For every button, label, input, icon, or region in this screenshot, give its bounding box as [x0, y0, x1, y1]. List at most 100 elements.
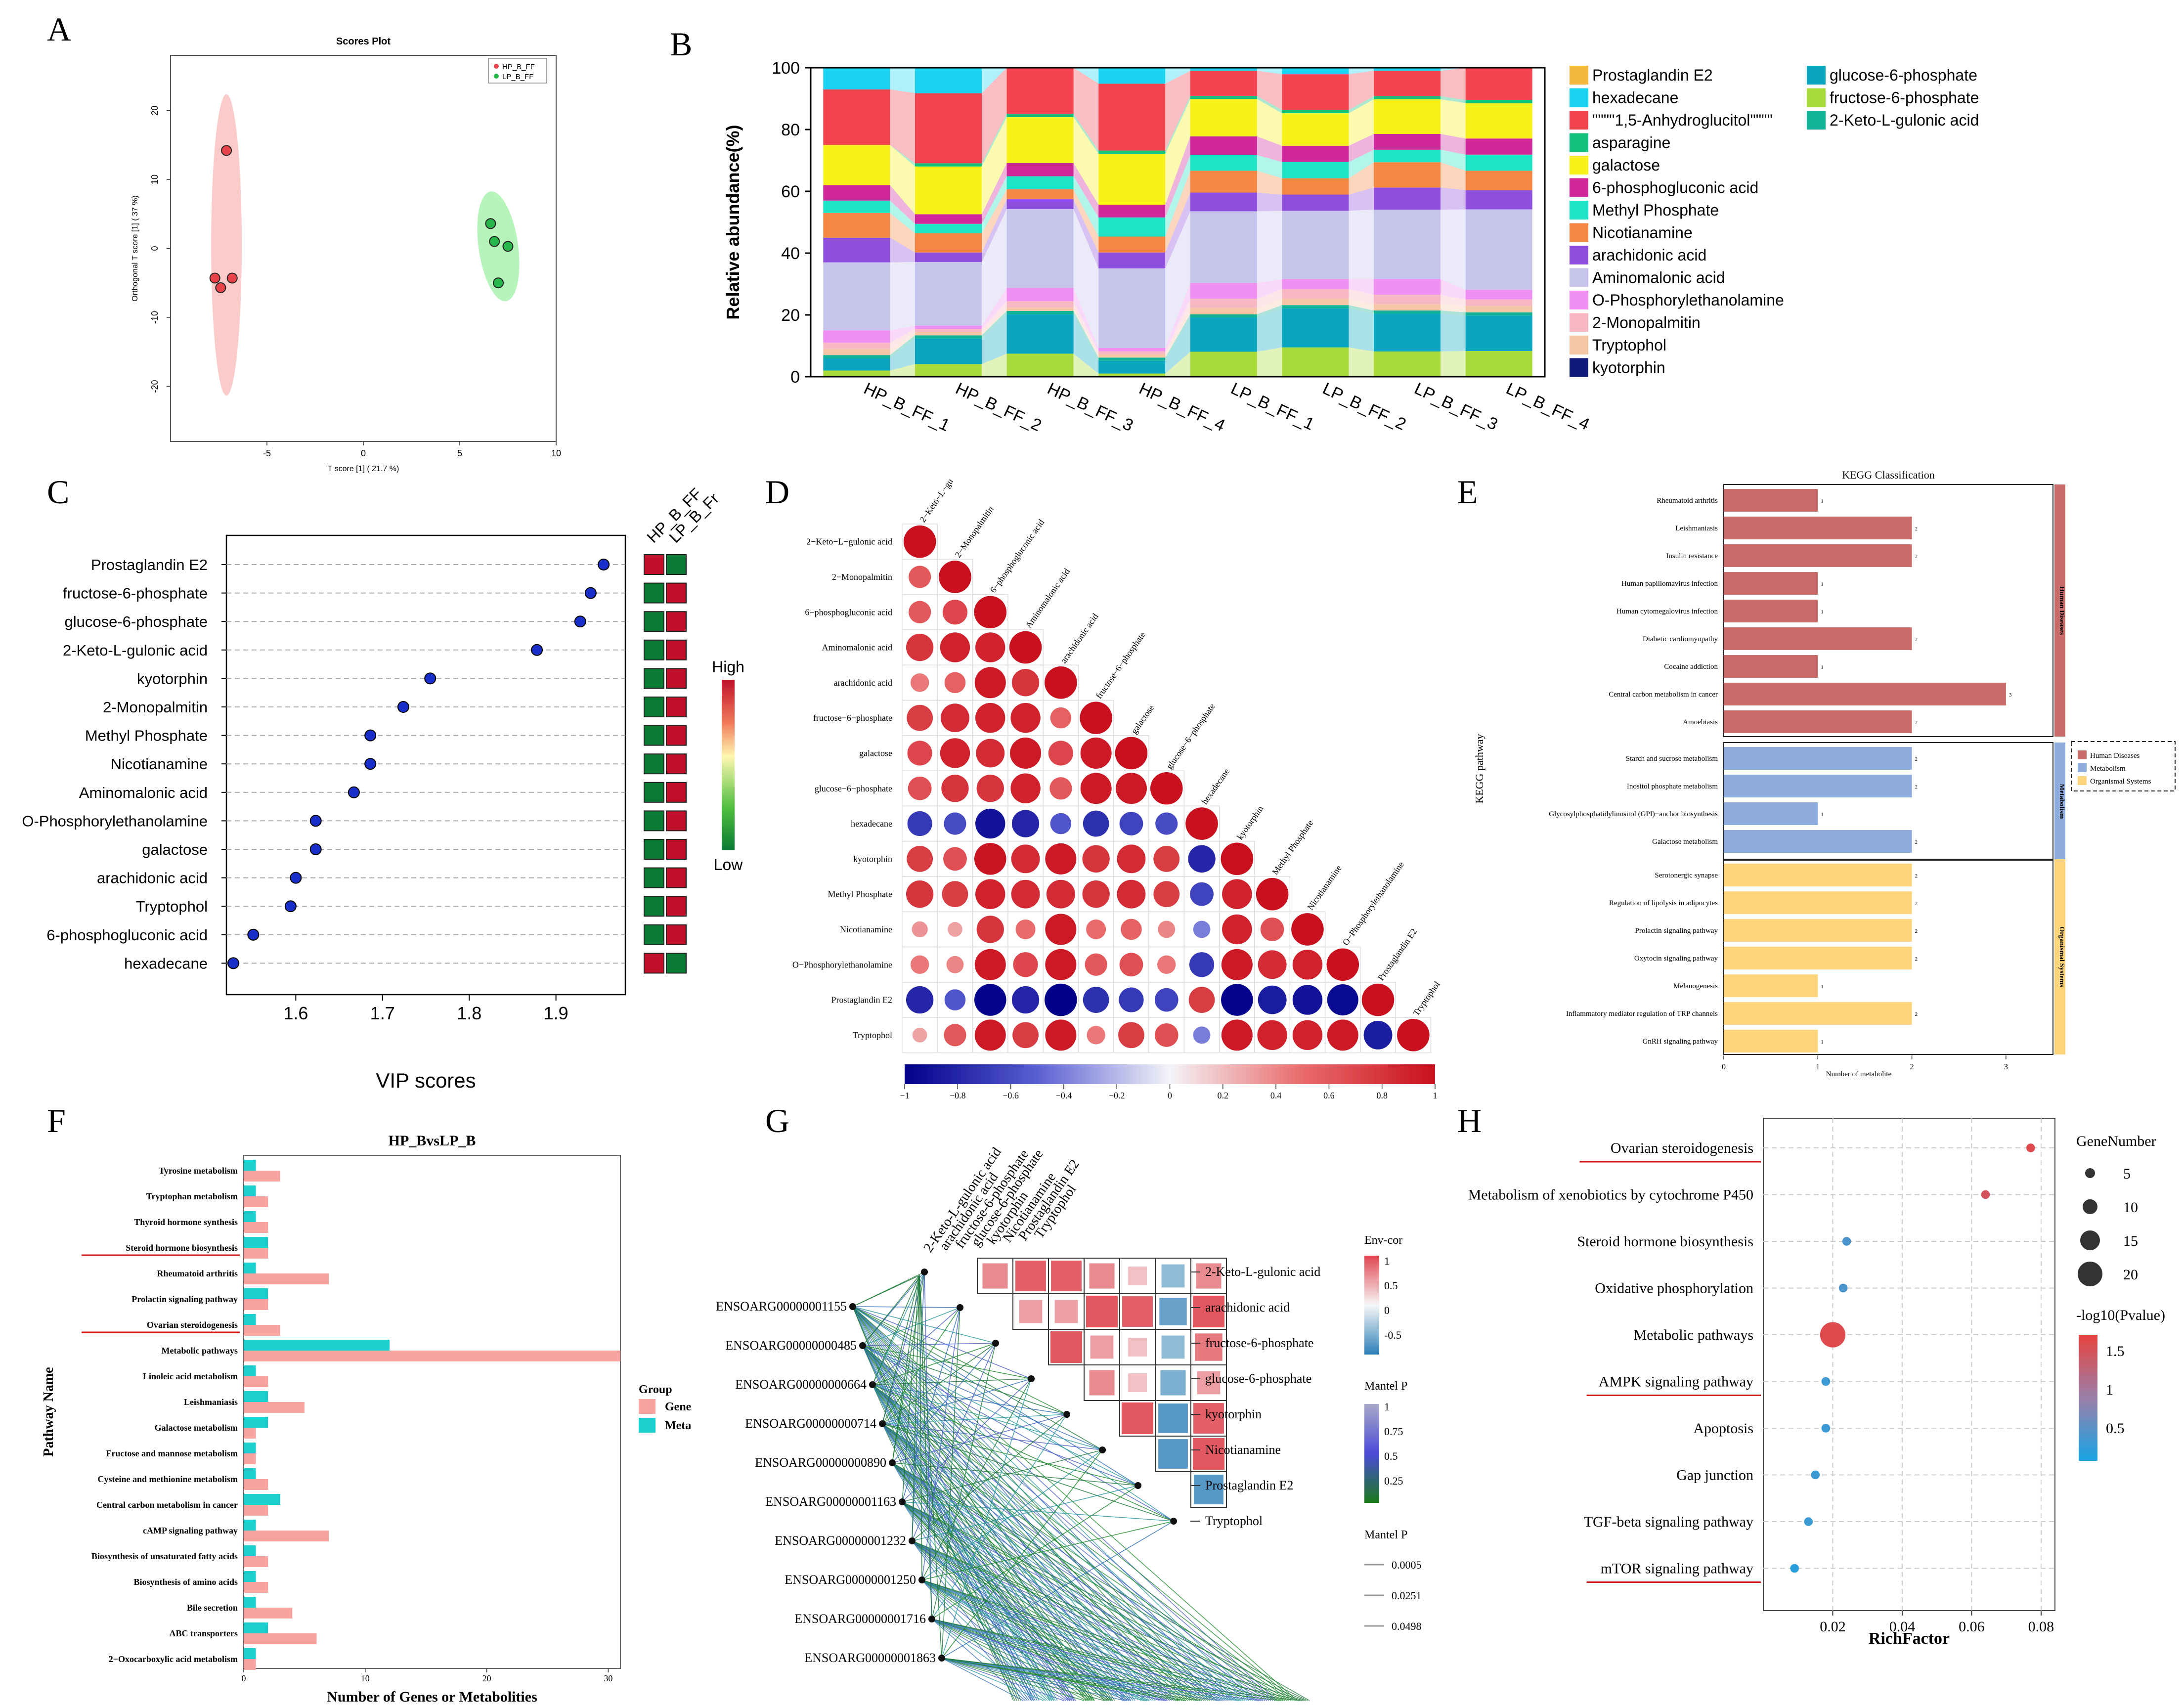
bar-meta [244, 1391, 268, 1402]
vip-point [364, 758, 377, 770]
category-label: cAMP signaling pathway [143, 1526, 238, 1535]
envcor-colorbar [1364, 1256, 1379, 1355]
flow-ribbon [1349, 305, 1374, 314]
bar-segment [1282, 113, 1349, 146]
correlation-circle [1117, 844, 1146, 874]
flow-ribbon [1441, 295, 1466, 306]
metabolite-node [1170, 1518, 1177, 1525]
bar-segment [915, 364, 982, 377]
mantel-edge [882, 1414, 1067, 1424]
data-point-hp_b_ff [226, 272, 238, 284]
correlation-circle [912, 1027, 927, 1043]
bar-meta [244, 1443, 256, 1453]
correlation-circle [942, 881, 968, 908]
flow-ribbon [1165, 155, 1190, 237]
vip-point [348, 786, 360, 798]
category-label: 6-phosphogluconic acid [46, 926, 208, 944]
mantel-edge [852, 1306, 1217, 1701]
row-label: hexadecane [851, 819, 892, 829]
bar-segment [1282, 289, 1349, 299]
bar-segment [1190, 192, 1257, 212]
bar-segment [1190, 299, 1257, 308]
flow-ribbon [1165, 314, 1190, 361]
bar-value-label: 2 [1915, 637, 1918, 643]
mantel-edge [921, 1579, 1304, 1701]
category-label: Leishmaniasis [184, 1397, 238, 1407]
size-legend-label: 20 [2123, 1267, 2138, 1283]
bar-segment [1465, 306, 1532, 312]
mantel-edge [931, 1619, 1282, 1701]
category-label: Human cytomegalovirus infection [1616, 608, 1718, 615]
bar [1724, 489, 1818, 512]
vip-point [284, 900, 297, 913]
flow-ribbon [1441, 304, 1466, 312]
mantel-edge [862, 1307, 961, 1346]
correlation-circle [1327, 984, 1358, 1016]
correlation-circle [940, 632, 970, 662]
gene-label: ENSOARG00000001250 [785, 1573, 916, 1587]
category-label: glucose-6-phosphate [64, 613, 208, 630]
correlation-circle [903, 525, 936, 558]
mantel-edge [882, 1423, 1076, 1701]
correlation-circle [1080, 737, 1112, 769]
category-label: Human papillomavirus infection [1621, 580, 1718, 588]
flow-ribbon [1165, 192, 1190, 268]
category-label: AMPK signaling pathway [1599, 1374, 1753, 1390]
enrichment-bubble [1821, 1424, 1831, 1433]
bar-meta [244, 1185, 256, 1196]
flow-ribbon [1349, 96, 1374, 114]
bar-segment [1465, 290, 1532, 300]
mantel-edge [921, 1579, 1203, 1701]
flow-ribbon [1073, 68, 1099, 151]
mantel-edge [852, 1306, 1156, 1701]
flow-ribbon [1441, 96, 1466, 103]
mantel-edge [919, 1275, 922, 1580]
correlation-circle [1045, 666, 1077, 699]
bar-segment [823, 370, 890, 377]
bar-meta [244, 1288, 268, 1299]
y-tick-label: 40 [781, 244, 800, 263]
flow-ribbon [1073, 311, 1099, 361]
mantel-edge [892, 1462, 1138, 1486]
correlation-circle [1010, 737, 1042, 769]
bar-segment [1374, 279, 1441, 295]
flow-ribbon [1349, 279, 1374, 295]
mantel-edge [862, 1345, 1255, 1701]
bar-segment [915, 223, 982, 234]
gene-node [918, 1577, 925, 1583]
y-tick-label: 20 [781, 306, 800, 325]
mantel-edge [941, 1658, 1064, 1701]
bar-meta [244, 1648, 256, 1659]
bar-segment [1282, 308, 1349, 348]
mantel-edge [882, 1423, 1130, 1701]
correlation-circle [908, 776, 932, 800]
legend-label: HP_B_FF [502, 63, 535, 71]
gene-label: ENSOARG00000001863 [804, 1651, 936, 1665]
x-tick-label: 0 [361, 448, 366, 458]
bar-segment [1190, 99, 1257, 136]
correlation-circle [1080, 773, 1112, 804]
category-label: Metabolic pathways [162, 1346, 238, 1356]
plot-frame [810, 67, 1546, 378]
gene-label: ENSOARG00000000664 [735, 1377, 867, 1392]
mantel-edge [902, 1501, 1227, 1701]
correlation-circle [944, 812, 966, 835]
flow-ribbon [1257, 99, 1282, 146]
mantel-edge [872, 1384, 1253, 1701]
mantel-edge [912, 1485, 1138, 1541]
mantel-edge [902, 1501, 1247, 1701]
correlation-circle [1190, 882, 1214, 906]
legend-label: glucose-6-phosphate [1830, 66, 1977, 84]
legend-label: Metabolism [2090, 765, 2126, 773]
correlation-circle [1326, 948, 1359, 981]
bar-segment [1190, 171, 1257, 193]
row-label: Prostaglandin E2 [831, 995, 893, 1005]
flow-ribbon [1073, 288, 1099, 351]
mantel-color-tick-label: 0.25 [1384, 1475, 1403, 1487]
colorbar [905, 1064, 1435, 1084]
correlation-circle [1258, 985, 1287, 1014]
correlation-circle [1046, 879, 1075, 909]
bar [1724, 891, 1912, 914]
correlation-circle [1010, 773, 1041, 803]
x-tick-label: 10 [361, 1673, 370, 1683]
